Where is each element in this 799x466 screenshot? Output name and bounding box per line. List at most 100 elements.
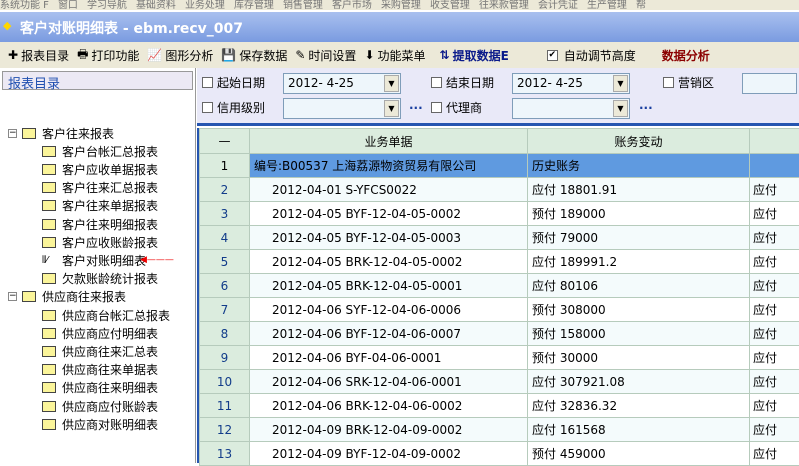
toolbar-button-1[interactable]: 🖶打印功能 bbox=[77, 45, 139, 66]
account-change-cell: 应付 18801.91 bbox=[528, 178, 750, 202]
chevron-down-icon[interactable]: ▼ bbox=[613, 100, 628, 117]
tree-item[interactable]: 供应商应付账龄表 bbox=[42, 397, 158, 415]
chevron-down-icon[interactable]: ▼ bbox=[384, 75, 399, 92]
toolbar-button-4[interactable]: ✎时间设置 bbox=[295, 45, 356, 66]
tree-item[interactable]: 客户往来汇总报表 bbox=[42, 179, 158, 197]
toolbar-button-2[interactable]: 📈图形分析 bbox=[147, 45, 213, 66]
tree-item-label: 供应商应付明细表 bbox=[62, 325, 158, 342]
folder-icon bbox=[42, 219, 56, 230]
tree-item-label: 供应商往来汇总表 bbox=[62, 343, 158, 360]
tree-group[interactable]: −客户往来报表 bbox=[8, 124, 114, 142]
region-checkbox[interactable] bbox=[663, 77, 674, 88]
document-cell: 2012-04-06 SRK-12-04-06-0001 bbox=[250, 370, 528, 394]
column-header[interactable]: 业务单据 bbox=[250, 129, 528, 154]
credit-level-checkbox[interactable] bbox=[202, 102, 213, 113]
toolbar-button-label: 打印功能 bbox=[91, 47, 139, 64]
row-number: 7 bbox=[200, 298, 250, 322]
tree-item[interactable]: 客户应收单据报表 bbox=[42, 160, 158, 178]
tree-item[interactable]: 供应商往来单据表 bbox=[42, 361, 158, 379]
row-number: 4 bbox=[200, 226, 250, 250]
folder-icon bbox=[42, 237, 56, 248]
account-change-cell: 应付 161568 bbox=[528, 418, 750, 442]
column-header[interactable]: 账务变动 bbox=[528, 129, 750, 154]
toolbar-button-label: 保存数据 bbox=[239, 47, 287, 64]
tree-item[interactable]: 供应商对账明细表 bbox=[42, 415, 158, 433]
tree-item[interactable]: 客户台帐汇总报表 bbox=[42, 142, 158, 160]
agent-checkbox[interactable] bbox=[431, 102, 442, 113]
credit-level-label: 信用级别 bbox=[217, 99, 265, 116]
column-header[interactable]: — bbox=[200, 129, 250, 154]
account-change-cell: 历史账务 bbox=[528, 154, 750, 178]
toolbar-button-6[interactable]: ⇅提取数据E bbox=[440, 45, 509, 66]
tree-item[interactable]: 欠款账龄统计报表 bbox=[42, 270, 158, 288]
tree-item[interactable]: 供应商台帐汇总报表 bbox=[42, 306, 170, 324]
document-cell: 2012-04-06 BYF-04-06-0001 bbox=[250, 346, 528, 370]
chevron-down-icon[interactable]: ▼ bbox=[384, 100, 399, 117]
tree-item-label: 客户对账明细表 bbox=[62, 252, 146, 269]
column-header[interactable] bbox=[750, 129, 799, 154]
tree-item[interactable]: ⫴⁄客户对账明细表◀——— bbox=[42, 251, 174, 269]
document-cell: 2012-04-05 BRK-12-04-05-0001 bbox=[250, 274, 528, 298]
row-number: 13 bbox=[200, 442, 250, 466]
folder-icon bbox=[42, 328, 56, 339]
next-column-cell: 应付 bbox=[750, 202, 799, 226]
row-number: 6 bbox=[200, 274, 250, 298]
folder-icon bbox=[42, 146, 56, 157]
sidebar-title: 报表目录 bbox=[2, 71, 193, 90]
folder-icon bbox=[42, 401, 56, 412]
plus-icon: ✚ bbox=[8, 48, 18, 62]
folder-icon bbox=[42, 419, 56, 430]
start-date-checkbox[interactable] bbox=[202, 77, 213, 88]
folder-icon bbox=[42, 273, 56, 284]
toolbar-button-0[interactable]: ✚报表目录 bbox=[8, 45, 69, 66]
collapse-icon[interactable]: − bbox=[8, 292, 17, 301]
auto-height-checkbox[interactable]: ✔自动调节高度 bbox=[547, 47, 636, 64]
chart-icon: 📈 bbox=[147, 48, 162, 62]
tree-item[interactable]: 供应商往来汇总表 bbox=[42, 342, 158, 360]
data-analysis-button[interactable]: 数据分析 bbox=[662, 47, 710, 64]
agent-label: 代理商 bbox=[446, 99, 482, 116]
tree-item-label: 客户往来明细报表 bbox=[62, 216, 158, 233]
end-date-select[interactable]: 2012- 4-25▼ bbox=[512, 73, 630, 94]
credit-level-more-button[interactable]: ... bbox=[409, 98, 423, 112]
credit-level-select[interactable]: ▼ bbox=[283, 98, 401, 119]
tree-item[interactable]: 供应商往来明细表 bbox=[42, 379, 158, 397]
agent-select[interactable]: ▼ bbox=[512, 98, 630, 119]
refresh-icon: ⇅ bbox=[440, 48, 450, 62]
next-column-cell: 应付 bbox=[750, 370, 799, 394]
region-input[interactable] bbox=[742, 73, 797, 94]
start-date-select[interactable]: 2012- 4-25 ▼ bbox=[283, 73, 401, 94]
chevron-down-icon[interactable]: ▼ bbox=[613, 75, 628, 92]
tree-item[interactable]: 供应商应付明细表 bbox=[42, 324, 158, 342]
toolbar-button-3[interactable]: 💾保存数据 bbox=[221, 45, 287, 66]
auto-height-label: 自动调节高度 bbox=[564, 47, 636, 64]
tree-item[interactable]: 客户往来明细报表 bbox=[42, 215, 158, 233]
tree-group-label: 供应商往来报表 bbox=[42, 288, 126, 305]
agent-more-button[interactable]: ... bbox=[639, 98, 653, 112]
tree-group[interactable]: − 供应商往来报表 bbox=[8, 288, 126, 306]
folder-icon bbox=[42, 200, 56, 211]
tree-item[interactable]: 客户应收账龄报表 bbox=[42, 233, 158, 251]
row-number: 3 bbox=[200, 202, 250, 226]
account-change-cell: 预付 79000 bbox=[528, 226, 750, 250]
tree-item-label: 欠款账龄统计报表 bbox=[62, 270, 158, 287]
toolbar-button-5[interactable]: ⬇功能菜单 bbox=[364, 45, 425, 66]
end-date-checkbox[interactable] bbox=[431, 77, 442, 88]
next-column-cell: 应付 bbox=[750, 226, 799, 250]
tree-item[interactable]: 客户往来单据报表 bbox=[42, 197, 158, 215]
start-date-value: 2012- 4-25 bbox=[288, 76, 354, 90]
collapse-icon[interactable]: − bbox=[8, 129, 17, 138]
